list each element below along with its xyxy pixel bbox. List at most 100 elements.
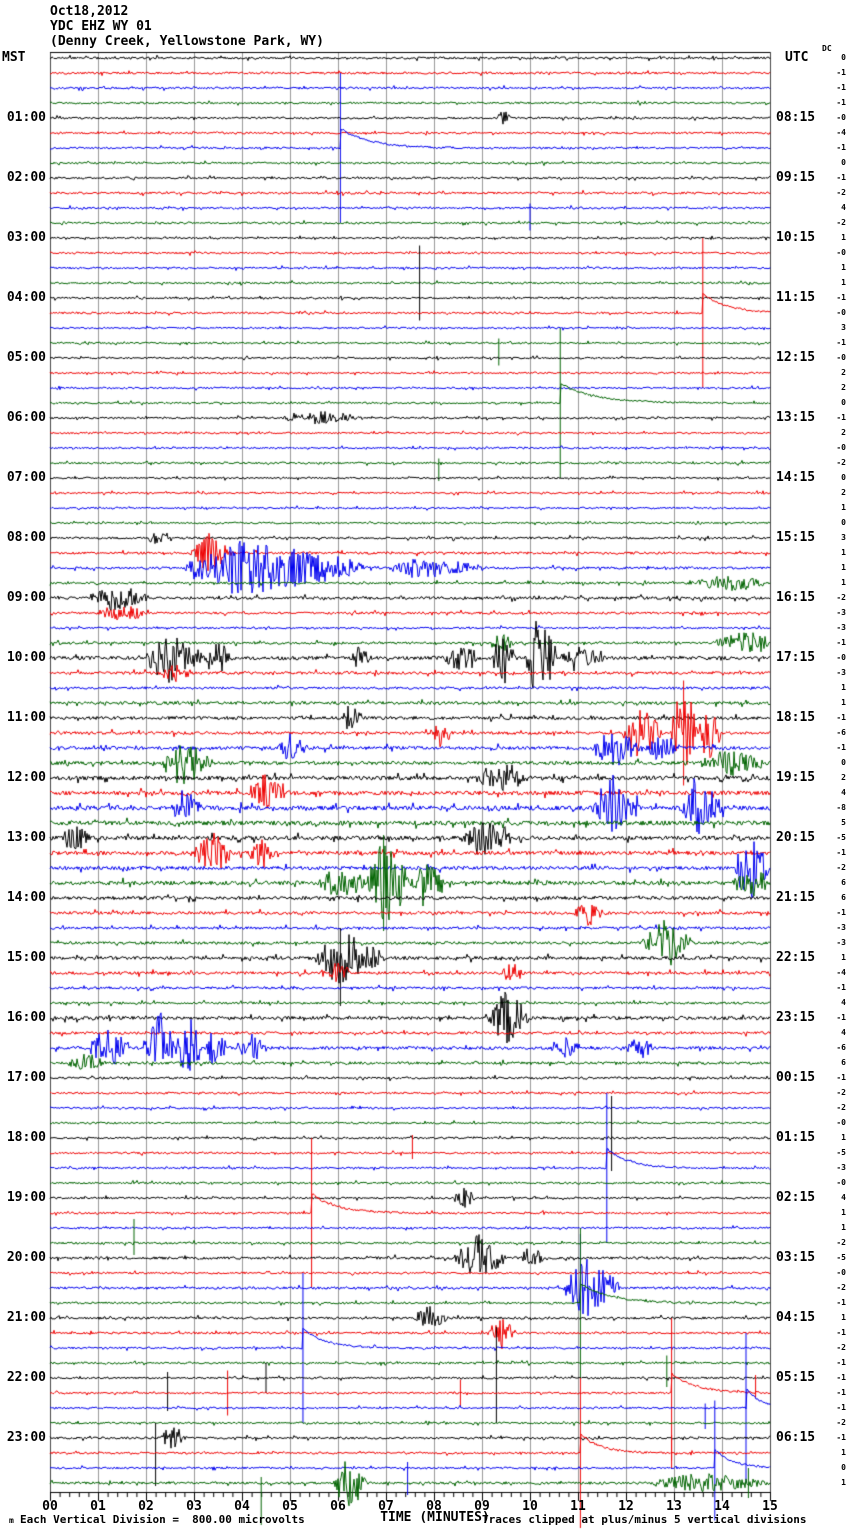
- dc-offset-value: 3: [841, 533, 846, 542]
- dc-offset-value: 2: [841, 368, 846, 377]
- dc-offset-value: -3: [836, 938, 846, 947]
- utc-hour-label: 10:15: [776, 230, 816, 245]
- dc-offset-value: -2: [836, 1418, 846, 1427]
- utc-hour-label: 04:15: [776, 1310, 816, 1325]
- mst-hour-label: 03:00: [6, 230, 46, 245]
- dc-offset-value: -0: [836, 113, 846, 122]
- dc-column-header: DC: [822, 44, 832, 53]
- mst-hour-label: 15:00: [6, 950, 46, 965]
- dc-offset-value: -1: [836, 848, 846, 857]
- dc-offset-value: 1: [841, 953, 846, 962]
- dc-offset-value: 1: [841, 233, 846, 242]
- utc-hour-label: 15:15: [776, 530, 816, 545]
- x-axis-tick-label: 13: [666, 1499, 682, 1514]
- x-axis-tick-label: 04: [234, 1499, 250, 1514]
- dc-offset-value: -0: [836, 1118, 846, 1127]
- dc-offset-value: -2: [836, 1103, 846, 1112]
- mst-hour-label: 16:00: [6, 1010, 46, 1025]
- mst-hour-label: 08:00: [6, 530, 46, 545]
- x-axis-tick-label: 06: [330, 1499, 346, 1514]
- dc-offset-value: -0: [836, 353, 846, 362]
- dc-offset-value: -0: [836, 308, 846, 317]
- dc-offset-value: 1: [841, 683, 846, 692]
- utc-hour-label: 21:15: [776, 890, 816, 905]
- dc-offset-value: -2: [836, 1343, 846, 1352]
- header-location: (Denny Creek, Yellowstone Park, WY): [50, 34, 324, 49]
- x-axis-title: TIME (MINUTES): [380, 1510, 490, 1525]
- dc-offset-value: 2: [841, 383, 846, 392]
- dc-offset-value: 0: [841, 758, 846, 767]
- utc-hour-label: 16:15: [776, 590, 816, 605]
- x-axis-tick-label: 08: [426, 1499, 442, 1514]
- x-axis-tick-label: 02: [138, 1499, 154, 1514]
- dc-offset-value: -2: [836, 1283, 846, 1292]
- utc-hour-label: 01:15: [776, 1130, 816, 1145]
- dc-offset-value: 2: [841, 773, 846, 782]
- dc-offset-value: 5: [841, 818, 846, 827]
- utc-hour-label: 00:15: [776, 1070, 816, 1085]
- dc-offset-value: 1: [841, 548, 846, 557]
- x-axis-tick-label: 07: [378, 1499, 394, 1514]
- x-axis-tick-label: 05: [282, 1499, 298, 1514]
- mst-hour-label: 12:00: [6, 770, 46, 785]
- dc-offset-value: 1: [841, 563, 846, 572]
- x-axis-tick-label: 03: [186, 1499, 202, 1514]
- dc-offset-value: -8: [836, 803, 846, 812]
- utc-hour-label: 09:15: [776, 170, 816, 185]
- dc-offset-value: -1: [836, 713, 846, 722]
- footer-scale-note: Each Vertical Division = 800.00 microvol…: [20, 1513, 305, 1526]
- dc-offset-value: -3: [836, 1163, 846, 1172]
- x-axis-tick-label: 01: [90, 1499, 106, 1514]
- utc-hour-label: 03:15: [776, 1250, 816, 1265]
- dc-offset-value: -0: [836, 1268, 846, 1277]
- dc-offset-value: 1: [841, 578, 846, 587]
- x-axis-tick-label: 11: [570, 1499, 586, 1514]
- dc-offset-value: 1: [841, 1448, 846, 1457]
- mst-hour-label: 09:00: [6, 590, 46, 605]
- dc-offset-value: -1: [836, 68, 846, 77]
- mst-hour-label: 23:00: [6, 1430, 46, 1445]
- dc-offset-value: -6: [836, 1043, 846, 1052]
- dc-offset-value: -5: [836, 833, 846, 842]
- dc-offset-value: 4: [841, 1028, 846, 1037]
- x-axis-tick-label: 00: [42, 1499, 58, 1514]
- mst-hour-label: 14:00: [6, 890, 46, 905]
- dc-offset-value: -1: [836, 1358, 846, 1367]
- dc-offset-value: 4: [841, 788, 846, 797]
- mst-hour-label: 07:00: [6, 470, 46, 485]
- dc-offset-value: 1: [841, 1478, 846, 1487]
- dc-offset-value: -0: [836, 248, 846, 257]
- utc-hour-label: 20:15: [776, 830, 816, 845]
- utc-hour-label: 23:15: [776, 1010, 816, 1025]
- dc-offset-value: 4: [841, 998, 846, 1007]
- x-axis-tick-label: 12: [618, 1499, 634, 1514]
- mst-hour-label: 22:00: [6, 1370, 46, 1385]
- dc-offset-value: -1: [836, 1328, 846, 1337]
- dc-offset-value: -1: [836, 638, 846, 647]
- utc-hour-label: 05:15: [776, 1370, 816, 1385]
- dc-offset-value: 0: [841, 398, 846, 407]
- dc-offset-value: -2: [836, 863, 846, 872]
- mst-hour-label: 11:00: [6, 710, 46, 725]
- dc-offset-value: 1: [841, 1133, 846, 1142]
- dc-offset-value: 6: [841, 878, 846, 887]
- dc-offset-value: 0: [841, 518, 846, 527]
- dc-offset-value: 1: [841, 278, 846, 287]
- dc-offset-value: -2: [836, 593, 846, 602]
- dc-offset-value: 0: [841, 473, 846, 482]
- utc-hour-label: 18:15: [776, 710, 816, 725]
- dc-offset-value: 6: [841, 893, 846, 902]
- dc-offset-value: -1: [836, 293, 846, 302]
- dc-offset-value: -1: [836, 1373, 846, 1382]
- utc-hour-label: 11:15: [776, 290, 816, 305]
- dc-offset-value: -0: [836, 1178, 846, 1187]
- mst-hour-label: 13:00: [6, 830, 46, 845]
- mst-hour-label: 01:00: [6, 110, 46, 125]
- dc-offset-value: -3: [836, 923, 846, 932]
- dc-offset-value: -1: [836, 1403, 846, 1412]
- x-axis-tick-label: 15: [762, 1499, 778, 1514]
- dc-offset-value: -1: [836, 908, 846, 917]
- footer-corner-glyph: m: [9, 1516, 14, 1525]
- dc-offset-value: 4: [841, 203, 846, 212]
